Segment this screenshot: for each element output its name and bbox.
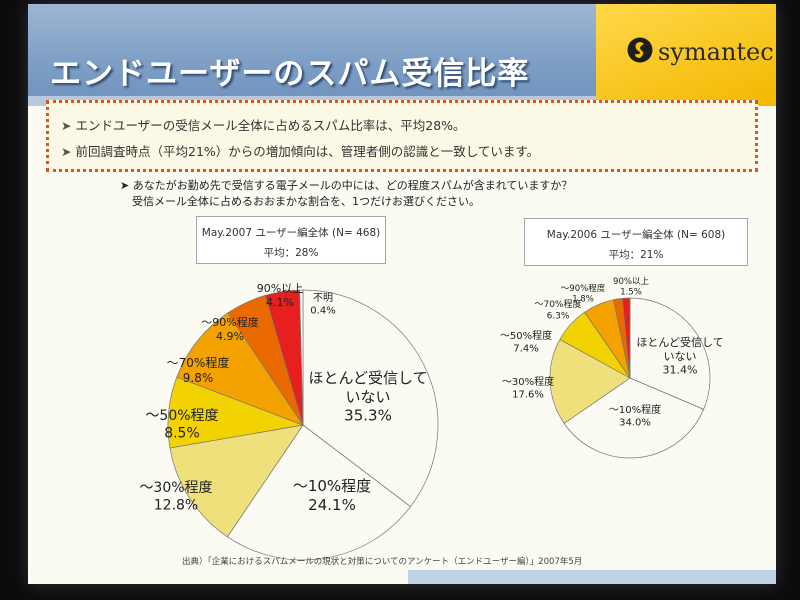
pie-2007-label-90: ～90%程度 4.9% [201,315,258,343]
pie-2007-label-none: ほとんど受信していない 35.3% [308,369,427,425]
summary-text-2: 前回調査時点（平均21%）からの増加傾向は、管理者側の認識と一致しています。 [75,144,540,159]
summary-box: ➤ エンドユーザーの受信メール全体に占めるスパム比率は、平均28%。 ➤ 前回調査時… [46,100,758,172]
chart-2007-header: May.2007 ユーザー編全体 (N= 468) [201,227,381,239]
pie-2006-slice-none [629,297,711,410]
symantec-logo-icon [627,37,653,63]
bullet-arrow-icon: ➤ [61,118,72,133]
footer-bar [408,570,776,584]
pie-2006-label-90: ～90%程度 1.8% [561,283,606,305]
pie-2007-slice-10 [226,424,412,561]
pie-2007-label-50: ～50%程度 8.5% [145,408,218,442]
summary-text-1: エンドユーザーの受信メール全体に占めるスパム比率は、平均28%。 [75,118,466,133]
chart-2006-header: May.2006 ユーザー編全体 (N= 608) [546,229,726,241]
pie-2006-label-10: ～10%程度 34.0% [609,403,661,429]
pie-2006-label-90plus: 90%以上 1.5% [613,277,649,298]
pie-2006-slice-10 [563,377,705,459]
question-line-1: あなたがお勤め先で受信する電子メールの中には、どの程度スパムが含まれていますか？ [132,179,573,192]
chart-2006-average: 平均：21% [608,249,664,261]
bullet-arrow-icon: ➤ [61,144,72,159]
pie-2007-slice-unknown [299,289,304,426]
symantec-logo: symantec. [596,4,776,106]
presentation-slide: エンドユーザーのスパム受信比率 symantec. ➤ エンドユーザーの受信メール… [28,4,776,584]
pie-2006-label-70: ～70%程度 6.3% [534,298,581,321]
pie-2006-label-none: ほとんど受信していない 31.4% [636,336,723,377]
chart-2007-average: 平均：28% [263,247,319,259]
pie-2007-label-unknown: 不明 0.4% [310,292,335,317]
pie-chart-2007: ほとんど受信していない 35.3% ～10%程度 24.1% ～30%程度 12.8% ～5… [139,282,439,561]
bullet-arrow-icon: ➤ [120,179,133,192]
summary-point-2: ➤ 前回調査時点（平均21%）からの増加傾向は、管理者側の認識と一致しています。 [61,141,539,160]
logo-text: symantec. [658,38,776,66]
pie-2007-slice-none [302,289,439,508]
pie-2006-label-50: ～50%程度 7.4% [500,329,552,355]
survey-question: ➤ あなたがお勤め先で受信する電子メールの中には、どの程度スパムが含まれています… [120,178,572,210]
pie-charts: ほとんど受信していない 35.3% ～10%程度 24.1% ～30%程度 12.8% ～5… [139,277,724,561]
pie-chart-2006: ほとんど受信していない 31.4% ～10%程度 34.0% ～30%程度 17.6% ～5… [500,277,724,459]
pie-2007-slice-30 [169,424,304,538]
pie-2006-slice-90plus [622,297,631,379]
chart-2006-header-box: May.2006 ユーザー編全体 (N= 608) 平均：21% [524,218,748,266]
slide-title: エンドユーザーのスパム受信比率 [50,56,530,92]
summary-point-1: ➤ エンドユーザーの受信メール全体に占めるスパム比率は、平均28%。 [61,115,466,134]
pie-2006-label-30: ～30%程度 17.6% [502,375,554,401]
pie-2007-label-70: ～70%程度 9.8% [167,355,230,385]
question-line-2: 受信メール全体に占めるおおまかな割合を、1つだけお選びください。 [132,195,480,208]
pie-2006-slice-30 [549,338,631,424]
pie-2007-label-30: ～30%程度 12.8% [139,480,212,514]
pie-2007-slice-70 [176,312,304,426]
source-citation: 出典）「企業におけるスパムメールの現状と対策についてのアンケート（エンドユーザー… [182,557,583,567]
chart-2007-header-box: May.2007 ユーザー編全体 (N= 468) 平均：28% [196,216,386,264]
pie-2007-label-90plus: 90%以上 4.1% [257,282,303,309]
pie-2007-label-10: ～10%程度 24.1% [293,477,371,514]
